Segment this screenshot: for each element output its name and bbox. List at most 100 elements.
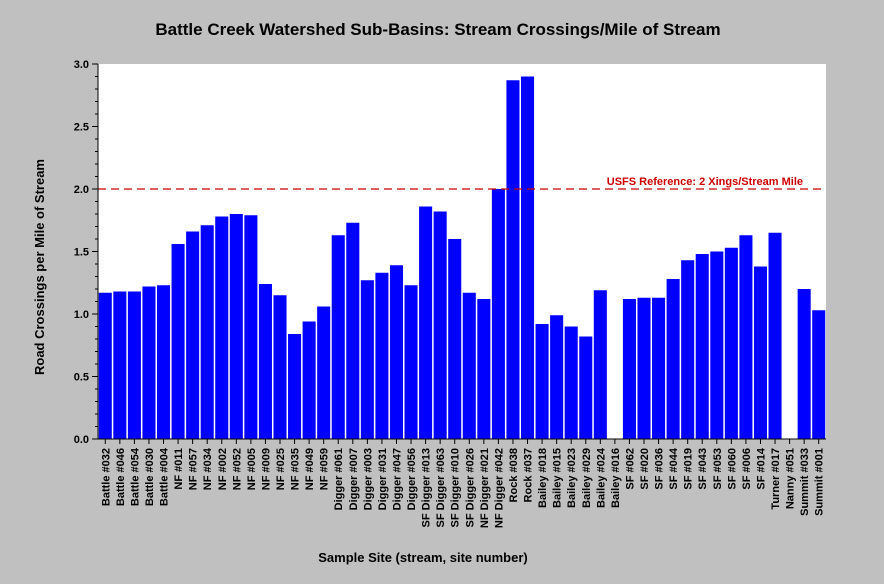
bar <box>462 292 476 439</box>
x-tick-label: SF #043 <box>697 448 709 490</box>
y-tick-label: 2.5 <box>74 122 89 134</box>
bar <box>302 321 316 439</box>
x-tick-label: Turner #017 <box>770 448 782 510</box>
bar <box>288 334 302 439</box>
x-tick-label: SF #060 <box>726 448 738 490</box>
x-tick-label: Battle #004 <box>159 447 171 506</box>
x-tick-label: Digger #056 <box>406 448 418 510</box>
x-tick-label: NF #005 <box>246 448 258 490</box>
bar <box>797 289 811 439</box>
bar <box>710 251 724 439</box>
bar <box>113 291 127 439</box>
x-axis-label: Sample Site (stream, site number) <box>318 550 528 565</box>
x-tick-label: Bailey #015 <box>552 448 564 508</box>
bar <box>142 286 156 439</box>
bar <box>404 285 418 439</box>
bar <box>491 189 505 439</box>
x-tick-label: NF #002 <box>217 448 229 490</box>
x-tick-label: NF #052 <box>231 448 243 490</box>
bar <box>681 260 695 439</box>
bar <box>477 299 491 439</box>
x-tick-label: Bailey #016 <box>610 448 622 508</box>
bar <box>812 310 826 439</box>
bar <box>666 279 680 439</box>
bar <box>593 290 607 439</box>
x-tick-label: Digger #031 <box>377 448 389 510</box>
x-tick-label: Rock #037 <box>523 448 535 502</box>
bar <box>724 247 738 439</box>
x-tick-label: NF Digger #042 <box>493 448 505 528</box>
y-tick-label: 0.5 <box>74 372 89 384</box>
x-tick-label: Bailey #018 <box>537 448 549 508</box>
x-tick-label: SF Digger #010 <box>450 448 462 527</box>
bar <box>273 295 287 439</box>
x-tick-label: NF #025 <box>275 448 287 490</box>
reference-line-label: USFS Reference: 2 Xings/Stream Mile <box>607 176 803 188</box>
bar <box>753 266 768 439</box>
bar <box>695 254 709 439</box>
bar <box>637 297 651 439</box>
x-tick-label: SF #019 <box>683 448 695 490</box>
x-tick-label: Digger #047 <box>391 448 403 510</box>
x-tick-label: NF Digger #021 <box>479 448 491 528</box>
x-tick-label: Digger #007 <box>348 448 360 510</box>
x-tick-label: NF #034 <box>202 447 214 490</box>
bar-series <box>98 76 826 439</box>
bar <box>98 292 112 439</box>
x-tick-label: NF #057 <box>188 448 200 490</box>
x-tick-label: Digger #061 <box>333 448 345 510</box>
x-tick-label: NF #035 <box>290 448 302 490</box>
bar <box>229 214 243 439</box>
x-tick-label: Battle #030 <box>144 448 156 506</box>
x-tick-label: Battle #054 <box>129 447 141 506</box>
x-tick-label: SF #006 <box>741 448 753 490</box>
x-tick-label: SF #053 <box>712 448 724 490</box>
bar <box>186 231 200 439</box>
x-tick-label: SF Digger #026 <box>464 448 476 527</box>
bar <box>448 239 462 439</box>
bar <box>579 336 593 439</box>
y-axis-label: Road Crossings per Mile of Stream <box>32 159 47 375</box>
bar <box>652 297 666 439</box>
bar <box>506 80 520 439</box>
bar <box>200 225 214 439</box>
x-tick-label: SF Digger #013 <box>421 448 433 527</box>
x-tick-label: Bailey #023 <box>566 448 578 508</box>
x-tick-label: SF #044 <box>668 447 680 489</box>
bar <box>768 232 782 439</box>
bar <box>419 206 433 439</box>
x-axis: Battle #032 Battle #046 Battle #054 Battle … <box>100 439 826 528</box>
x-tick-label: Summit #001 <box>814 448 826 516</box>
y-axis: 0.0 0.5 1.0 1.5 2.0 2.5 3.0 <box>74 59 98 446</box>
x-tick-label: Summit #033 <box>799 448 811 516</box>
x-tick-label: Bailey #029 <box>581 448 593 508</box>
x-tick-label: Battle #046 <box>115 448 127 506</box>
y-tick-label: 1.5 <box>74 247 89 259</box>
bar <box>535 324 549 439</box>
reference-line-group: USFS Reference: 2 Xings/Stream Mile <box>98 176 826 190</box>
bar <box>564 326 578 439</box>
bar <box>258 284 272 439</box>
bar <box>331 235 345 439</box>
bar <box>127 291 141 439</box>
bar <box>360 280 374 439</box>
bar <box>375 272 389 439</box>
x-tick-label: Battle #032 <box>100 448 112 506</box>
x-tick-label: SF #062 <box>624 448 636 490</box>
bar <box>317 306 331 439</box>
x-tick-label: Nanny #051 <box>785 448 797 509</box>
x-tick-label: Bailey #024 <box>595 447 607 508</box>
bar <box>156 285 171 439</box>
y-tick-label: 0.0 <box>74 434 89 446</box>
x-tick-label: NF #011 <box>173 448 185 490</box>
y-tick-label: 3.0 <box>74 59 89 71</box>
bar <box>520 76 535 439</box>
bar <box>739 235 753 439</box>
bar <box>622 299 636 439</box>
x-tick-label: NF #049 <box>304 448 316 490</box>
x-tick-label: SF #014 <box>755 447 767 489</box>
x-tick-label: SF Digger #063 <box>435 448 447 527</box>
y-tick-label: 2.0 <box>74 184 89 196</box>
chart-title: Battle Creek Watershed Sub-Basins: Strea… <box>155 20 720 39</box>
